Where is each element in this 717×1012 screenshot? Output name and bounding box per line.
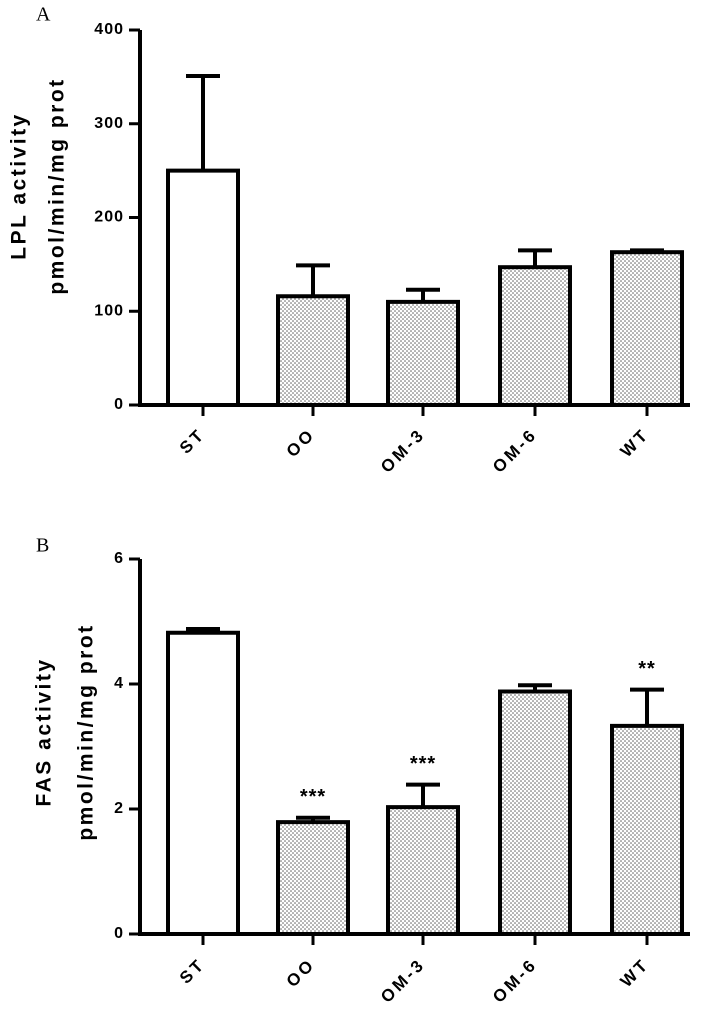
bar-oo <box>276 820 350 936</box>
y-tick-label: 300 <box>94 115 124 132</box>
y-tick-label: 2 <box>114 800 124 817</box>
bar-st <box>166 168 240 407</box>
y-axis-title-line-2: pmol/min/mg prot <box>46 77 69 294</box>
x-tick-label: OM-3 <box>377 425 429 477</box>
x-tick-label: ST <box>176 425 209 458</box>
bar-oo <box>276 294 350 407</box>
y-axis-title-line-1: LPL activity <box>8 112 31 260</box>
y-tick-label: 0 <box>114 396 124 413</box>
x-tick-label: WT <box>617 425 653 461</box>
bar-om-3 <box>386 299 460 407</box>
x-tick-label: OO <box>283 955 319 991</box>
x-tick-label: WT <box>617 955 653 991</box>
y-tick-label: 400 <box>94 21 124 38</box>
y-axis-title-line-1: FAS activity <box>33 657 56 806</box>
y-tick-label: 0 <box>114 925 124 942</box>
bar-om-6 <box>498 265 572 407</box>
panel-letter: A <box>36 4 51 26</box>
bar-wt <box>610 723 684 936</box>
y-tick-label: 6 <box>114 550 124 567</box>
y-tick-label: 4 <box>114 675 124 692</box>
significance-label: ** <box>638 658 656 680</box>
bar-st <box>166 630 240 936</box>
x-tick-label: OM-6 <box>489 425 541 477</box>
significance-label: *** <box>410 753 436 775</box>
significance-label: *** <box>300 786 326 808</box>
x-tick-label: OM-3 <box>377 955 429 1007</box>
y-tick-label: 100 <box>94 302 124 319</box>
bar-om-3 <box>386 805 460 936</box>
y-axis-title-line-2: pmol/min/mg prot <box>75 623 98 840</box>
x-tick-label: ST <box>176 955 209 988</box>
x-tick-label: OO <box>283 425 319 461</box>
y-tick-label: 200 <box>94 209 124 226</box>
x-tick-label: OM-6 <box>489 955 541 1007</box>
bar-om-6 <box>498 689 572 936</box>
panel-letter: B <box>36 535 49 557</box>
panel-a: A LPL activity pmol/min/mg prot 0 100 200 300 4… <box>8 4 690 477</box>
bar-wt <box>610 250 684 407</box>
